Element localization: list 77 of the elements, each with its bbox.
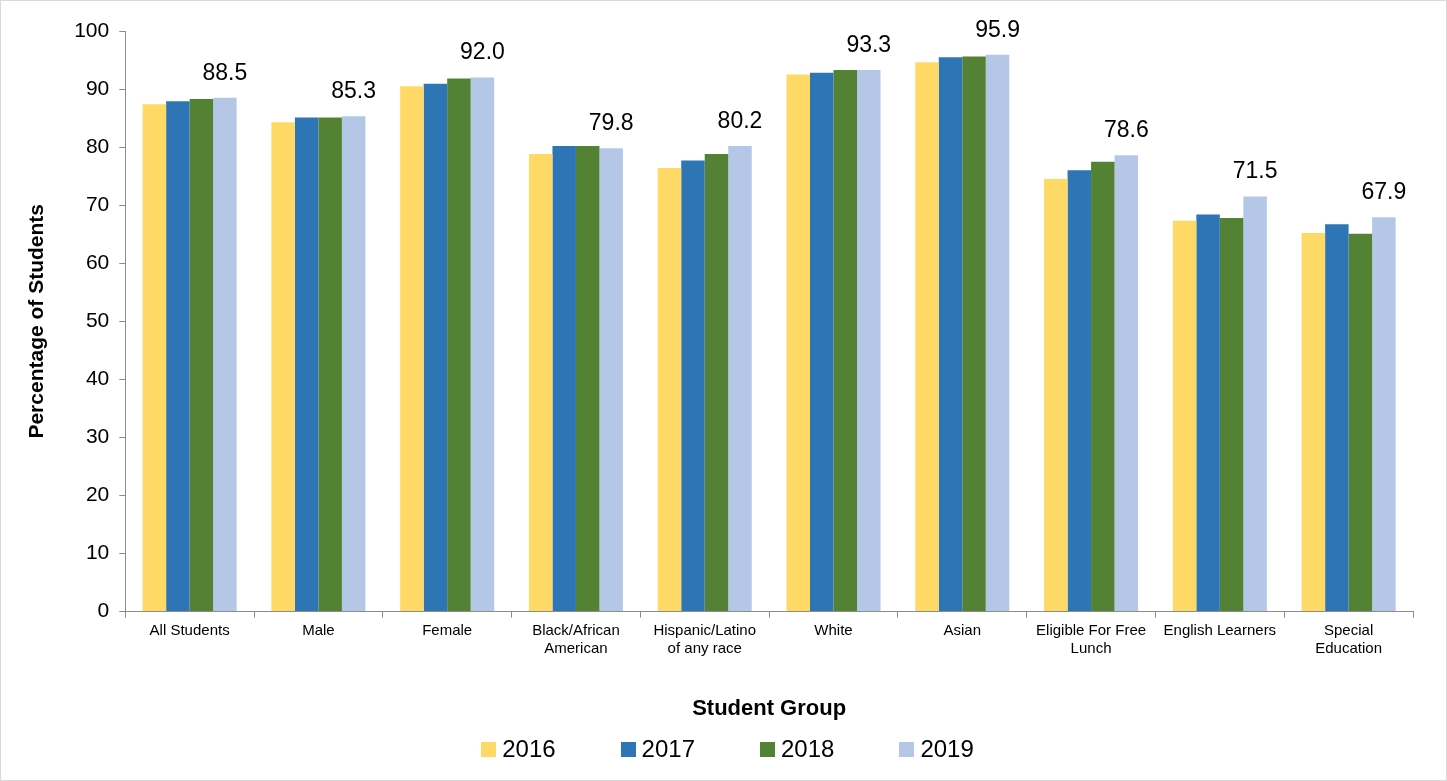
bar [1067,170,1092,612]
x-tick-label: Eligible For Free Lunch [1036,620,1147,656]
bar [810,72,834,612]
legend-label: 2018 [781,735,835,763]
data-label: 78.6 [1103,116,1149,143]
bar [962,56,986,612]
x-tick-label: Black/African American [532,620,620,656]
y-axis-title: Percentage of Students [24,204,48,439]
data-label: 67.9 [1361,178,1407,205]
bar [657,168,682,612]
bar [728,145,752,612]
bar [166,101,190,612]
x-tick-label: White [814,620,853,638]
bar [400,86,424,612]
bar [857,69,881,612]
bar [985,54,1010,612]
bar [1114,155,1139,612]
y-tick-label: 60 [85,250,110,274]
legend-label: 2016 [502,735,556,763]
x-tick-label: Female [422,620,473,638]
y-tick-label: 100 [74,17,110,41]
y-tick-label: 30 [85,424,110,448]
data-label: 80.2 [717,106,763,133]
bar [341,116,366,612]
y-tick-label: 20 [85,482,110,506]
bar [552,145,576,612]
bar [1325,224,1349,612]
data-label: 79.8 [588,109,634,136]
bar [833,69,858,612]
bar [1196,214,1220,612]
bar [1219,217,1244,612]
bar [318,117,342,612]
data-label: 95.9 [975,15,1020,42]
x-tick-label: Hispanic/Latino of any race [653,620,757,656]
bar [681,160,705,612]
x-tick-label: All Students [149,620,230,638]
legend-label: 2017 [641,735,695,763]
bar [142,104,167,612]
bar [938,57,963,612]
bar [786,74,811,612]
x-tick-label: Asian [943,620,982,638]
data-label: 93.3 [846,30,892,57]
bar [447,78,471,612]
bar [189,98,214,612]
x-axis-title: Student Group [692,694,847,720]
data-label: 88.5 [202,58,248,85]
bar [704,154,729,612]
bar [1372,217,1396,612]
bar [213,97,237,612]
bar [470,77,495,612]
y-tick-label: 0 [97,598,110,622]
y-tick-label: 50 [85,308,110,332]
y-tick-label: 40 [85,366,110,390]
bar [1243,196,1267,612]
bar [1348,233,1373,612]
bar [1301,233,1326,612]
data-label: 92.0 [460,38,505,65]
bar [575,145,600,612]
x-tick-label: Male [302,620,335,638]
bar [271,122,295,612]
y-tick-label: 80 [85,133,110,157]
bar [1091,161,1115,612]
data-label: 85.3 [331,77,377,104]
y-tick-label: 70 [85,191,110,215]
bar [423,83,448,612]
y-tick-label: 90 [85,75,110,99]
bar [1172,220,1197,612]
bar [915,62,939,612]
x-tick-label: Special Education [1315,620,1382,656]
bar [294,117,319,612]
bar [599,148,623,612]
x-tick-label: English Learners [1163,620,1277,638]
data-label: 71.5 [1232,157,1278,184]
y-tick-label: 10 [85,540,110,564]
bar [528,154,553,612]
bar [1044,179,1068,612]
legend-label: 2019 [920,735,974,763]
